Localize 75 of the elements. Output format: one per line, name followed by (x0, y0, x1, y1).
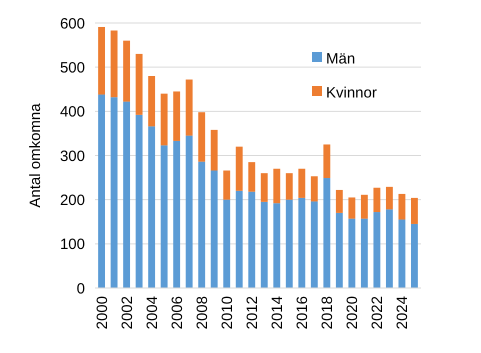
bar (123, 40, 130, 102)
bar (173, 140, 180, 288)
bar (386, 209, 393, 288)
bar (323, 178, 330, 288)
bar (236, 190, 243, 288)
bar (298, 168, 306, 198)
bar (336, 212, 343, 288)
x-tick-label: 2002 (118, 296, 136, 330)
y-tick-label: 500 (60, 59, 85, 76)
x-tick-label: 2010 (218, 296, 236, 330)
bar (410, 224, 418, 288)
bar (398, 220, 406, 288)
x-tick-label: 2016 (294, 296, 312, 330)
bar (173, 91, 180, 141)
x-tick-label: 2012 (244, 296, 261, 330)
y-tick-label: 0 (76, 280, 85, 298)
bar (98, 94, 106, 288)
bar (148, 126, 156, 288)
y-tick-label: 100 (60, 236, 85, 254)
bar (260, 202, 268, 288)
x-tick-label: 2006 (168, 296, 186, 330)
bar (260, 173, 268, 202)
bar (198, 162, 206, 288)
bar (236, 146, 243, 191)
bar (410, 198, 418, 224)
bar (348, 197, 356, 219)
bar (310, 176, 318, 202)
x-tick-label: 2018 (319, 296, 336, 330)
legend-label: Kvinnor (326, 84, 377, 102)
bar (373, 188, 380, 212)
y-tick-label: 200 (60, 192, 85, 209)
bar (136, 114, 143, 288)
bar (360, 218, 368, 288)
bar (198, 112, 206, 162)
x-tick-label: 2022 (369, 296, 386, 330)
bar (160, 145, 168, 288)
bar (123, 102, 130, 288)
bar (273, 168, 280, 204)
bar (210, 170, 218, 288)
y-tick-label: 400 (60, 104, 85, 121)
y-tick-label: 600 (60, 15, 85, 32)
bar (348, 218, 356, 288)
legend-label: Män (326, 50, 356, 68)
bar (248, 162, 256, 192)
bar (323, 144, 330, 178)
bar (273, 203, 280, 288)
bar (286, 200, 293, 288)
bar (186, 80, 193, 136)
x-tick-label: 2004 (144, 296, 161, 330)
x-tick-label: 2000 (94, 296, 111, 330)
x-tick-label: 2024 (394, 296, 412, 330)
bar (248, 192, 256, 288)
bar (160, 94, 168, 146)
x-tick-label: 2014 (269, 296, 286, 330)
bar (136, 54, 143, 115)
bar (210, 130, 218, 171)
bar (186, 136, 193, 288)
bar (310, 201, 318, 288)
bar (110, 30, 118, 98)
bar (148, 76, 156, 126)
bar (223, 170, 230, 200)
bar (286, 173, 293, 200)
bar (360, 194, 368, 219)
bar (398, 194, 406, 220)
bar (373, 212, 380, 288)
y-axis-title: Antal omkomna (27, 102, 44, 208)
bar (336, 190, 343, 213)
y-tick-label: 300 (60, 148, 85, 165)
x-tick-label: 2008 (194, 296, 211, 330)
bar (98, 26, 106, 95)
bar (298, 198, 306, 288)
bar (110, 97, 118, 288)
bar (386, 186, 393, 210)
x-tick-label: 2020 (344, 296, 362, 330)
bar (223, 200, 230, 288)
